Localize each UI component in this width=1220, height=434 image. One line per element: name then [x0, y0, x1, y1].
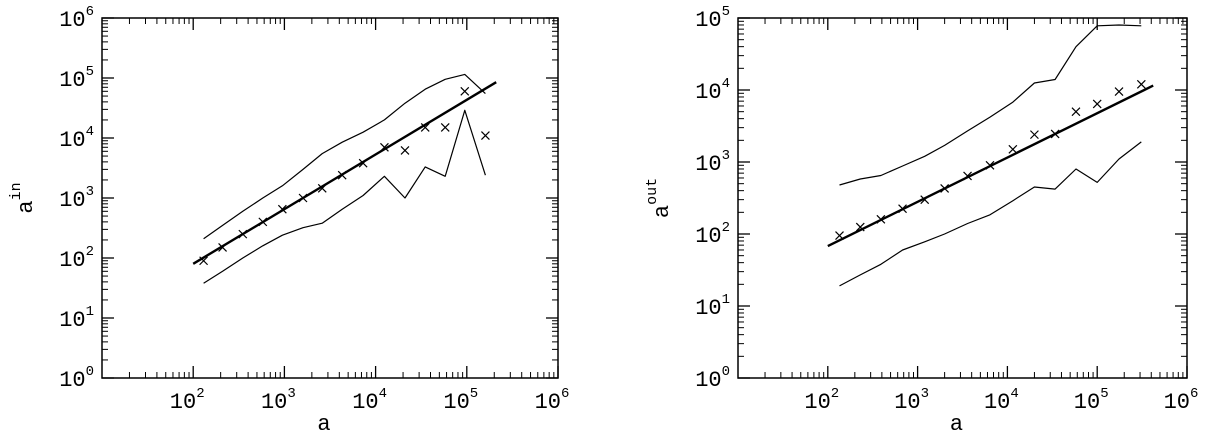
x-axis-label: a — [950, 412, 963, 434]
bound-line — [203, 73, 486, 240]
y-tick-label: 105 — [59, 64, 94, 93]
x-tick-label: 103 — [894, 386, 929, 415]
x-tick-label: 106 — [1164, 386, 1199, 415]
data-point-marker — [440, 123, 450, 132]
x-tick-label: 106 — [535, 386, 570, 415]
data-point-marker — [1092, 99, 1102, 109]
plot-frame — [737, 17, 1188, 379]
x-tick-label: 102 — [804, 386, 839, 415]
y-tick-label: 100 — [59, 364, 94, 393]
y-axis-label: aout — [644, 178, 675, 218]
y-tick-label: 104 — [59, 124, 94, 153]
data-point-marker — [1071, 107, 1081, 117]
y-tick-label: 102 — [695, 220, 730, 249]
x-tick-label: 105 — [443, 386, 478, 415]
bound-line — [839, 24, 1142, 186]
data-point-marker — [480, 131, 490, 140]
y-tick-label: 101 — [59, 304, 94, 333]
x-tick-label: 103 — [261, 386, 296, 415]
data-point-marker — [400, 146, 410, 155]
data-point-marker — [420, 123, 430, 132]
x-tick-label: 102 — [170, 386, 205, 415]
fit-line — [192, 81, 497, 265]
y-tick-label: 103 — [695, 148, 730, 177]
y-tick-label: 102 — [59, 244, 94, 273]
left-chart-panel: 102 103 104 105 106 100 101 102 103 104 105 106 a ain — [8, 4, 569, 434]
bound-line — [203, 109, 486, 284]
data-point-marker — [1136, 79, 1146, 89]
x-axis-label: a — [317, 412, 330, 434]
y-tick-label: 101 — [695, 292, 730, 321]
data-point-marker — [1114, 87, 1124, 97]
data-point-marker — [460, 86, 470, 96]
x-tick-label: 105 — [1074, 386, 1109, 415]
right-chart-panel: 102 103 104 105 106 100 101 102 103 104 105 a aout — [644, 4, 1198, 434]
y-tick-label: 106 — [59, 4, 94, 33]
plot-frame — [101, 17, 559, 379]
bound-line — [839, 141, 1142, 287]
data-point-marker — [1030, 130, 1039, 140]
y-tick-label: 100 — [695, 364, 730, 393]
y-tick-label: 105 — [695, 4, 730, 33]
x-tick-label: 104 — [984, 386, 1019, 415]
data-point-marker — [1008, 144, 1018, 154]
y-axis-label: ain — [8, 182, 39, 213]
x-tick-label: 104 — [352, 386, 387, 415]
y-tick-label: 104 — [695, 76, 730, 105]
fit-line — [827, 84, 1154, 248]
y-tick-label: 103 — [59, 184, 94, 213]
